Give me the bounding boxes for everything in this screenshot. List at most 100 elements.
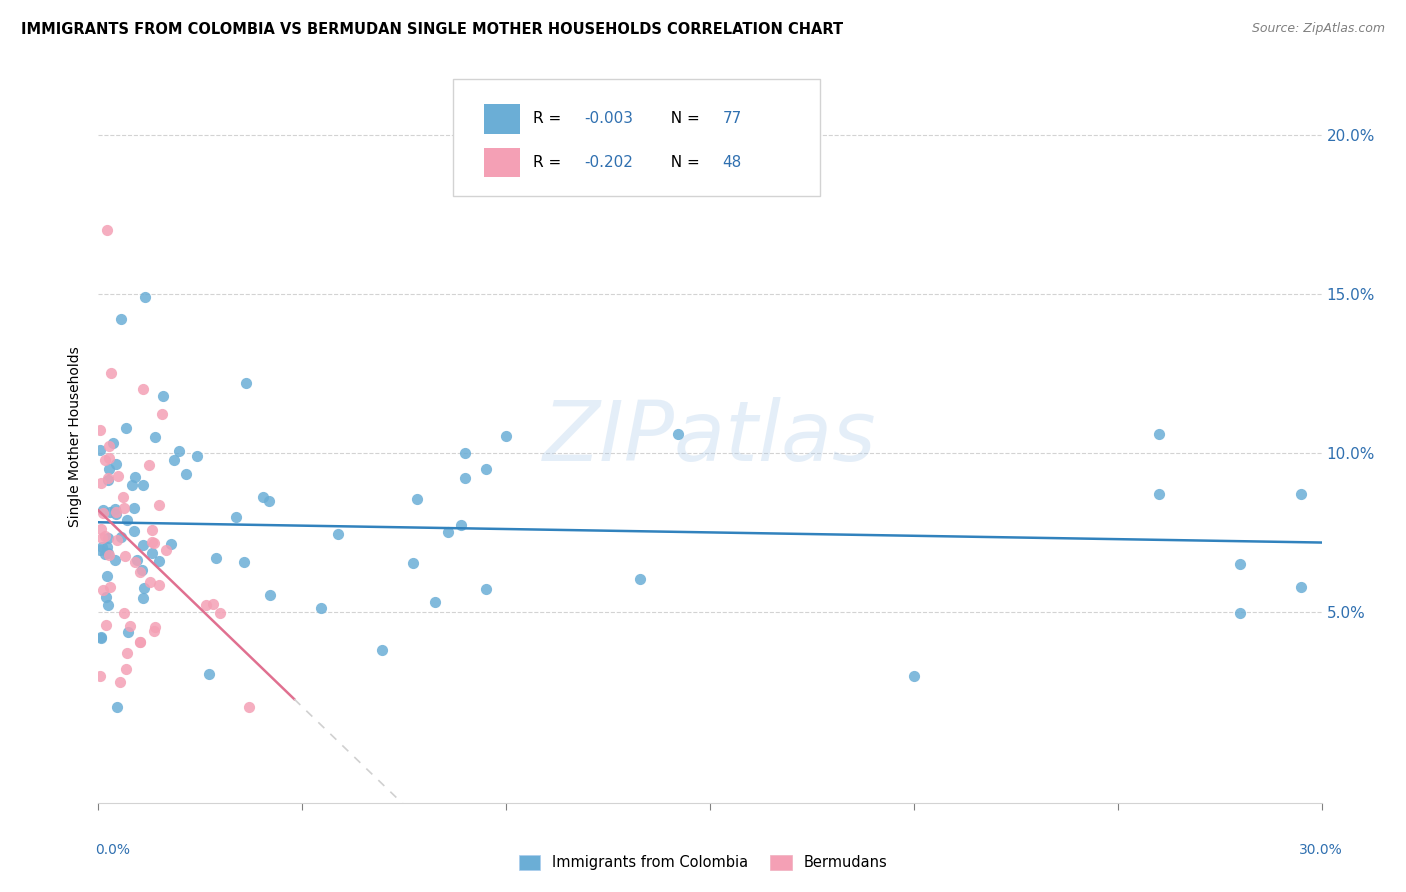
Point bbox=[124, 501, 146, 516]
Point bbox=[232, 555, 254, 569]
Point bbox=[139, 575, 162, 590]
Point bbox=[402, 556, 425, 570]
Point bbox=[1229, 558, 1251, 572]
Point bbox=[1291, 487, 1313, 501]
Point bbox=[91, 532, 114, 546]
Point bbox=[197, 667, 219, 681]
Point bbox=[148, 498, 170, 512]
Text: -0.003: -0.003 bbox=[583, 112, 633, 127]
Point bbox=[405, 491, 427, 506]
Point bbox=[141, 534, 163, 549]
Point bbox=[107, 469, 129, 483]
Point bbox=[96, 540, 118, 554]
Text: Source: ZipAtlas.com: Source: ZipAtlas.com bbox=[1251, 22, 1385, 36]
Point bbox=[90, 631, 112, 645]
Point bbox=[174, 467, 197, 481]
Legend: Immigrants from Colombia, Bermudans: Immigrants from Colombia, Bermudans bbox=[513, 848, 893, 876]
Point bbox=[150, 407, 173, 421]
Text: 30.0%: 30.0% bbox=[1299, 843, 1343, 857]
Point bbox=[111, 490, 134, 504]
Point bbox=[112, 606, 135, 620]
Point bbox=[1229, 606, 1251, 620]
Point bbox=[454, 471, 477, 485]
Text: 0.0%: 0.0% bbox=[96, 843, 131, 857]
Point bbox=[93, 452, 115, 467]
Point bbox=[97, 546, 120, 560]
Point bbox=[96, 569, 118, 583]
Point bbox=[97, 450, 120, 465]
Point bbox=[112, 500, 135, 515]
Point bbox=[143, 429, 166, 443]
Point bbox=[96, 223, 118, 237]
Point bbox=[454, 446, 477, 460]
Point bbox=[115, 513, 138, 527]
Text: R =: R = bbox=[533, 155, 565, 170]
Point bbox=[474, 462, 498, 476]
Point bbox=[104, 501, 127, 516]
Point bbox=[163, 452, 186, 467]
Point bbox=[132, 591, 155, 606]
Point bbox=[90, 630, 112, 644]
Text: 48: 48 bbox=[723, 155, 741, 170]
FancyBboxPatch shape bbox=[484, 148, 520, 178]
Point bbox=[152, 389, 174, 403]
Point bbox=[105, 508, 128, 522]
Point bbox=[436, 525, 458, 540]
Point bbox=[132, 477, 155, 491]
Text: R =: R = bbox=[533, 112, 565, 127]
Point bbox=[89, 442, 111, 457]
Point bbox=[666, 427, 689, 442]
Point bbox=[93, 503, 115, 517]
Point bbox=[371, 642, 394, 657]
Point bbox=[132, 538, 155, 552]
Point bbox=[1147, 427, 1170, 442]
Point bbox=[474, 582, 498, 596]
Point bbox=[134, 289, 156, 303]
Point bbox=[148, 578, 170, 592]
Point bbox=[94, 590, 117, 604]
Point bbox=[225, 510, 247, 524]
Point bbox=[110, 530, 132, 544]
Point bbox=[98, 505, 121, 519]
Text: -0.202: -0.202 bbox=[583, 155, 633, 170]
Point bbox=[903, 668, 925, 682]
Point bbox=[97, 439, 120, 453]
Point bbox=[90, 522, 112, 536]
Point bbox=[105, 533, 128, 547]
Point bbox=[202, 597, 225, 611]
Text: ZIPatlas: ZIPatlas bbox=[543, 397, 877, 477]
Point bbox=[115, 662, 138, 676]
Point bbox=[205, 551, 228, 566]
Point bbox=[134, 581, 156, 595]
Point bbox=[124, 470, 146, 484]
Point bbox=[141, 523, 163, 537]
Point bbox=[124, 555, 146, 569]
Point bbox=[105, 700, 128, 714]
Point bbox=[128, 634, 150, 648]
Point bbox=[238, 700, 260, 714]
Point bbox=[97, 531, 120, 545]
Point bbox=[110, 675, 132, 690]
Y-axis label: Single Mother Households: Single Mother Households bbox=[69, 347, 83, 527]
Point bbox=[628, 572, 651, 586]
Point bbox=[143, 620, 166, 634]
Text: IMMIGRANTS FROM COLOMBIA VS BERMUDAN SINGLE MOTHER HOUSEHOLDS CORRELATION CHART: IMMIGRANTS FROM COLOMBIA VS BERMUDAN SIN… bbox=[21, 22, 844, 37]
Point bbox=[160, 537, 183, 551]
Point bbox=[143, 624, 166, 638]
Text: 77: 77 bbox=[723, 112, 741, 127]
Point bbox=[115, 421, 138, 435]
Point bbox=[121, 478, 143, 492]
Point bbox=[90, 476, 112, 491]
Point bbox=[1291, 580, 1313, 594]
Point bbox=[100, 367, 122, 381]
Point bbox=[97, 474, 120, 488]
Point bbox=[110, 312, 132, 326]
Point bbox=[195, 598, 218, 612]
Point bbox=[117, 624, 139, 639]
Point bbox=[235, 376, 257, 390]
Point bbox=[155, 542, 177, 557]
FancyBboxPatch shape bbox=[453, 78, 820, 195]
Point bbox=[94, 618, 117, 632]
Point bbox=[252, 491, 274, 505]
Point bbox=[120, 619, 142, 633]
